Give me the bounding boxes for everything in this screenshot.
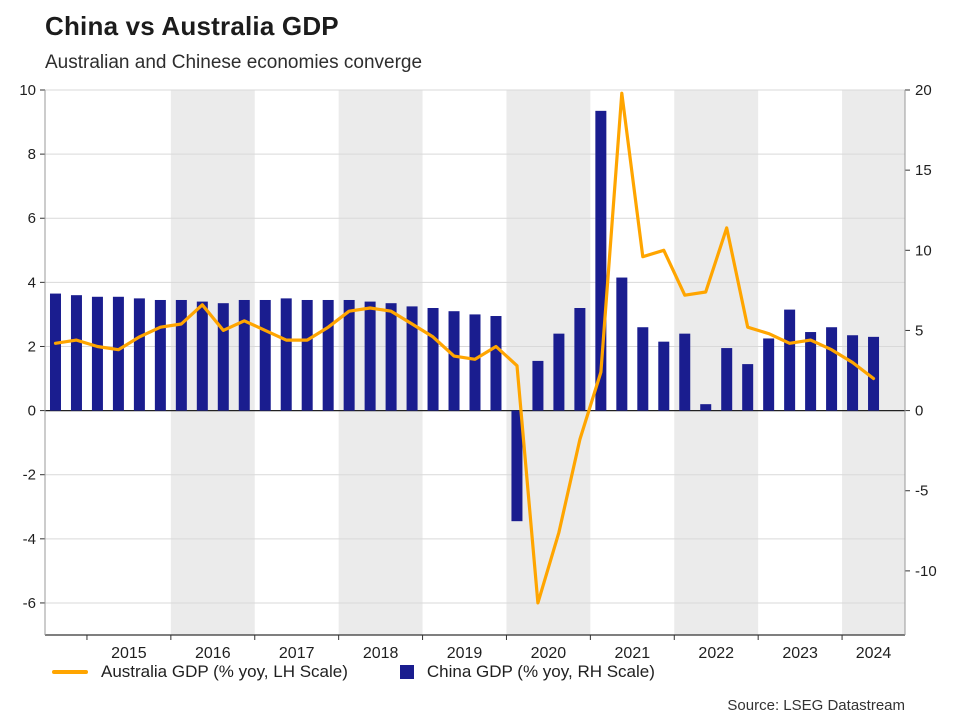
svg-text:6: 6 — [28, 210, 36, 227]
chart-title: China vs Australia GDP — [45, 11, 339, 41]
legend-item-china: China GDP (% yoy, RH Scale) — [399, 662, 655, 682]
china-gdp-bar — [322, 299, 334, 411]
china-gdp-bar — [49, 293, 61, 411]
china-gdp-bar — [637, 327, 649, 411]
china-gdp-bar — [427, 308, 439, 411]
china-gdp-bar — [490, 316, 502, 411]
china-gdp-bar — [175, 299, 187, 411]
australia-gdp-line — [53, 91, 876, 605]
china-gdp-bar — [133, 298, 145, 411]
svg-text:8: 8 — [28, 146, 36, 163]
svg-text:2016: 2016 — [195, 645, 231, 660]
svg-text:10: 10 — [915, 242, 932, 259]
china-gdp-bar — [721, 348, 733, 411]
china-gdp-bar — [784, 309, 796, 411]
svg-text:-5: -5 — [915, 483, 928, 500]
chart-subtitle: Australian and Chinese economies converg… — [45, 52, 423, 73]
china-gdp-bar — [511, 410, 523, 522]
china-gdp-bar — [616, 277, 628, 411]
svg-text:2023: 2023 — [782, 645, 818, 660]
china-gdp-bar — [469, 314, 481, 411]
svg-text:2020: 2020 — [531, 645, 567, 660]
china-gdp-bar — [868, 336, 880, 411]
source-credit: Source: LSEG Datastream — [727, 697, 905, 714]
china-gdp-bar — [385, 303, 397, 411]
legend-label-china: China GDP (% yoy, RH Scale) — [426, 662, 655, 681]
china-gdp-bar — [280, 298, 292, 411]
china-bar-swatch-icon — [399, 665, 414, 679]
svg-text:-4: -4 — [23, 531, 36, 548]
legend-item-australia: Australia GDP (% yoy, LH Scale) — [52, 662, 348, 682]
svg-text:20: 20 — [915, 82, 932, 99]
china-gdp-bar — [196, 301, 208, 411]
svg-text:5: 5 — [915, 322, 923, 339]
china-gdp-bar — [259, 299, 271, 411]
china-gdp-bar — [301, 299, 313, 411]
svg-text:2015: 2015 — [111, 645, 147, 660]
china-gdp-bar — [553, 333, 565, 411]
svg-text:2022: 2022 — [698, 645, 734, 660]
china-gdp-bar — [91, 296, 103, 411]
china-gdp-bar — [364, 301, 376, 411]
svg-text:10: 10 — [19, 82, 36, 99]
china-gdp-bar — [826, 327, 838, 411]
china-gdp-bar — [742, 364, 754, 411]
china-gdp-bar — [532, 360, 544, 411]
svg-text:2: 2 — [28, 338, 36, 355]
svg-text:-2: -2 — [23, 467, 36, 484]
china-gdp-bar — [343, 299, 355, 411]
china-gdp-bar — [154, 299, 166, 411]
svg-text:0: 0 — [28, 403, 36, 420]
chart-legend: Australia GDP (% yoy, LH Scale) China GD… — [52, 662, 872, 682]
svg-text:2017: 2017 — [279, 645, 315, 660]
australia-line-swatch-icon — [52, 670, 88, 674]
svg-text:-6: -6 — [23, 595, 36, 612]
china-gdp-bar — [658, 341, 670, 411]
china-gdp-bar — [700, 404, 712, 411]
china-gdp-bar — [448, 311, 460, 411]
svg-text:2018: 2018 — [363, 645, 399, 660]
china-gdp-bar — [595, 110, 607, 411]
china-gdp-bar — [574, 308, 586, 411]
china-gdp-bar — [70, 295, 82, 411]
china-gdp-bar — [679, 333, 691, 411]
china-gdp-bar — [406, 306, 418, 411]
svg-text:2024: 2024 — [856, 645, 892, 660]
legend-label-australia: Australia GDP (% yoy, LH Scale) — [101, 662, 348, 681]
china-gdp-bar — [238, 299, 250, 411]
svg-text:-10: -10 — [915, 563, 937, 580]
china-gdp-bar — [217, 303, 229, 411]
svg-text:2019: 2019 — [447, 645, 483, 660]
china-gdp-bar — [805, 332, 817, 411]
svg-text:0: 0 — [915, 403, 923, 420]
china-gdp-bar — [847, 335, 859, 411]
svg-text:15: 15 — [915, 162, 932, 179]
svg-text:4: 4 — [28, 274, 36, 291]
china-gdp-bar — [112, 296, 124, 411]
china-gdp-bar — [763, 338, 775, 411]
svg-text:2021: 2021 — [615, 645, 651, 660]
